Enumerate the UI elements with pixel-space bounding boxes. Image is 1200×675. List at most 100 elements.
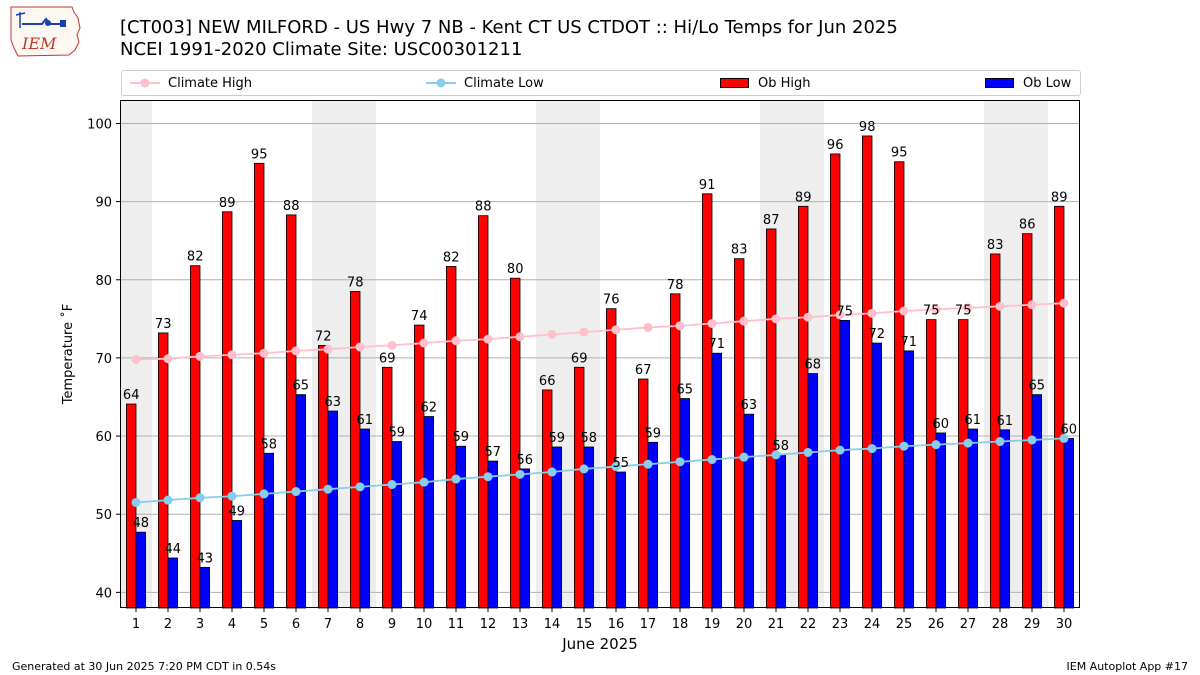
app-credit: IEM Autoplot App #17 [1066, 660, 1189, 673]
y-tick-label: 90 [95, 196, 112, 211]
ob-high-value-label: 78 [667, 278, 684, 293]
ob-low-bar [807, 373, 819, 609]
ob-high-bar [1054, 205, 1065, 609]
climate-low-point [995, 437, 1005, 447]
climate-high-point [259, 348, 269, 358]
x-axis-ticks: 1 2 3 4 5 6 7 8 9 10 11 12 13 14 15 16 17 18 19 20 21 22 23 24 2… [132, 608, 1072, 632]
ob-low-value-label: 58 [261, 437, 278, 452]
ob-high-value-label: 91 [699, 178, 716, 193]
ob-high-bar [1022, 233, 1033, 609]
x-tick-label: 4 [228, 617, 236, 632]
climate-high-point [163, 354, 173, 364]
y-axis-label: Temperature ˚F [60, 304, 76, 405]
logo-text: IEM [21, 34, 57, 53]
ob-high-value-label: 98 [859, 120, 876, 135]
x-tick-label: 1 [132, 617, 140, 632]
x-tick-label: 5 [260, 617, 268, 632]
climate-low-point [771, 450, 781, 460]
ob-low-bar [231, 520, 243, 609]
x-tick-label: 7 [324, 617, 332, 632]
ob-high-value-label: 96 [827, 138, 844, 153]
x-tick-label: 16 [608, 617, 625, 632]
climate-low-point [419, 477, 429, 487]
climate-high-point [963, 303, 973, 313]
climate-low-point [163, 495, 173, 505]
x-tick-label: 17 [640, 617, 657, 632]
ob-low-bar [743, 413, 755, 609]
ob-high-bar [766, 228, 777, 609]
x-tick-label: 20 [736, 617, 753, 632]
x-tick-label: 27 [960, 617, 977, 632]
ob-low-value-label: 48 [133, 516, 150, 531]
ob-high-value-label: 86 [1019, 218, 1036, 233]
x-tick-label: 15 [576, 617, 593, 632]
climate-high-point [291, 346, 301, 356]
x-tick-label: 21 [768, 617, 785, 632]
climate-high-point [451, 336, 461, 346]
ob-high-bar [638, 378, 649, 609]
ob-low-bar [1063, 438, 1075, 609]
climate-high-point [1027, 300, 1037, 310]
ob-high-value-label: 76 [603, 293, 620, 308]
ob-low-bar [487, 460, 499, 609]
ob-low-bar [263, 452, 275, 609]
x-tick-label: 22 [800, 617, 817, 632]
x-tick-label: 9 [388, 617, 396, 632]
climate-low-point [451, 474, 461, 484]
ob-low-bar [423, 416, 435, 609]
x-tick-label: 14 [544, 617, 561, 632]
x-tick-label: 6 [292, 617, 300, 632]
ob-low-bar [679, 398, 691, 609]
ob-low-bar [519, 468, 531, 609]
y-tick-label: 70 [95, 352, 112, 367]
ob-high-value-label: 80 [507, 262, 524, 277]
climate-low-point [195, 493, 205, 503]
ob-low-bar [871, 342, 883, 609]
climate-high-point [419, 338, 429, 348]
climate-high-point [675, 321, 685, 331]
climate-low-point [323, 484, 333, 494]
ob-low-value-label: 49 [229, 504, 246, 519]
climate-low-point [803, 447, 813, 457]
climate-high-point [931, 304, 941, 314]
climate-lines [131, 298, 1069, 507]
ob-low-value-label: 57 [485, 445, 502, 460]
climate-high-point [483, 334, 493, 344]
y-tick-label: 80 [95, 274, 112, 289]
ob-high-bar [574, 366, 585, 609]
legend: Climate High Climate Low Ob High Ob Low [121, 70, 1081, 96]
ob-low-value-label: 43 [197, 551, 214, 566]
x-tick-label: 19 [704, 617, 721, 632]
ob-high-bar [958, 319, 969, 609]
climate-low-point [739, 452, 749, 462]
climate-high-point [867, 308, 877, 318]
ob-low-bar [1031, 394, 1043, 609]
ob-low-value-label: 71 [901, 335, 918, 350]
climate-high-point [835, 310, 845, 320]
ob-low-value-label: 58 [773, 439, 790, 454]
climate-high-point [227, 350, 237, 360]
climate-low-point [291, 487, 301, 497]
ob-high-bar [253, 162, 265, 609]
ob-low-swatch-icon [985, 78, 1014, 88]
ob-low-value-label: 61 [965, 413, 982, 428]
ob-high-bar [413, 324, 425, 609]
ob-high-value-label: 95 [891, 146, 908, 161]
ob-high-value-label: 78 [347, 275, 364, 290]
ob-low-bar [903, 350, 915, 609]
ob-low-bar [199, 566, 211, 609]
climate-low-point [611, 462, 621, 472]
plot-frame [120, 100, 1080, 608]
y-gridlines [120, 122, 1080, 593]
ob-high-bar [798, 205, 809, 609]
ob-low-bar [839, 319, 851, 609]
climate-low-point [131, 497, 141, 507]
y-tick-label: 100 [87, 117, 112, 132]
x-tick-label: 12 [480, 617, 497, 632]
x-tick-label: 28 [992, 617, 1009, 632]
ob-low-value-label: 60 [933, 417, 950, 432]
climate-low-point [963, 438, 973, 448]
ob-high-swatch-icon [720, 78, 749, 88]
ob-low-value-label: 58 [581, 431, 598, 446]
